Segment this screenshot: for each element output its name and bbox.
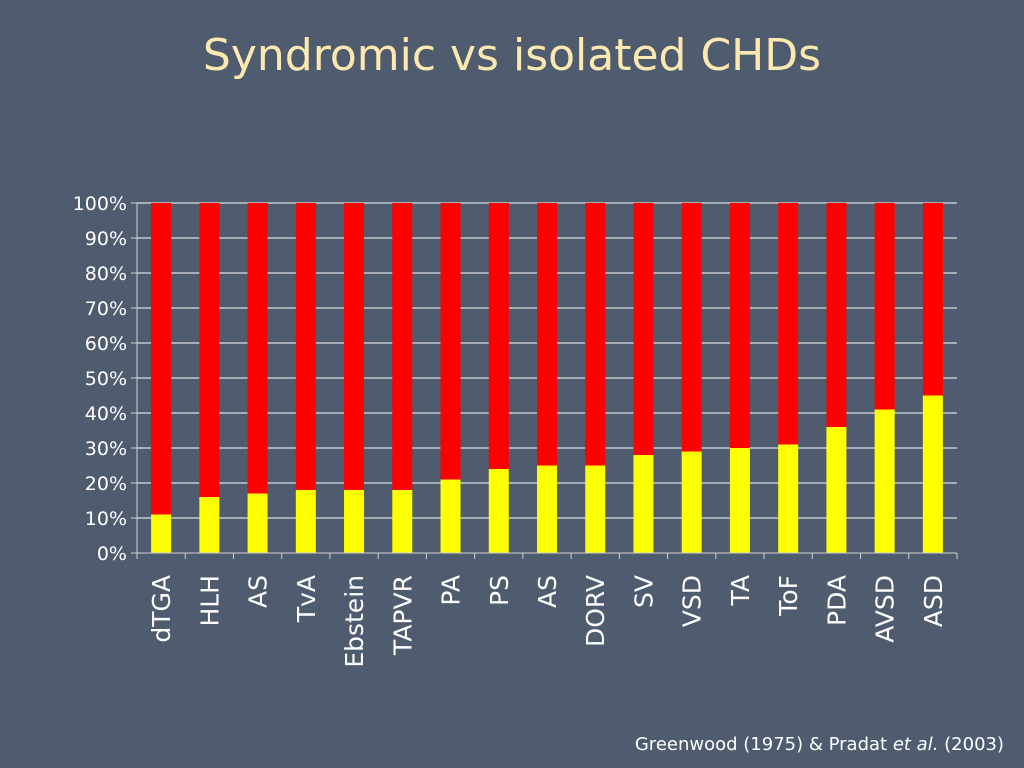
x-category-label: AS	[244, 575, 273, 608]
citation-part2: (2003)	[938, 734, 1004, 755]
y-tick-label: 30%	[85, 438, 127, 460]
bar-segment-upper	[199, 203, 220, 497]
x-category-label: AS	[533, 575, 562, 608]
x-category-label: dTGA	[147, 575, 176, 643]
bar-segment-upper	[392, 203, 413, 490]
bar-segment-upper	[440, 203, 461, 480]
bar-segment-lower	[295, 490, 316, 553]
bar-segment-upper	[874, 203, 895, 410]
bar-segment-upper	[488, 203, 509, 469]
x-category-label: PA	[437, 575, 466, 606]
x-category-label: PDA	[822, 575, 851, 626]
bar-segment-lower	[344, 490, 365, 553]
bar-segment-upper	[295, 203, 316, 490]
bar-segment-lower	[729, 448, 750, 553]
y-tick-label: 50%	[85, 368, 127, 390]
bar-segment-upper	[151, 203, 172, 515]
y-tick-label: 90%	[85, 228, 127, 250]
y-tick-label: 80%	[85, 263, 127, 285]
x-category-label: DORV	[581, 575, 610, 647]
bar-segment-upper	[922, 203, 943, 396]
x-category-label: Ebstein	[340, 575, 369, 668]
y-tick-labels: 0% 10% 20% 30% 40% 50% 60% 70% 80% 90% 100%	[73, 193, 127, 565]
x-category-label: TvA	[292, 575, 321, 623]
x-category-label: ToF	[774, 575, 803, 617]
y-tick-label: 100%	[73, 193, 127, 215]
bar-segment-upper	[681, 203, 702, 452]
bar-segment-lower	[151, 514, 172, 553]
x-category-label: HLH	[195, 575, 224, 627]
bar-segment-upper	[537, 203, 557, 466]
bar-segment-lower	[488, 469, 509, 553]
y-tick-label: 60%	[85, 333, 127, 355]
bar-segment-lower	[922, 395, 943, 553]
bar-segment-upper	[778, 203, 799, 445]
x-category-label: ASD	[919, 575, 948, 627]
citation-part1: Greenwood (1975) & Pradat	[634, 734, 893, 755]
bar-segment-lower	[440, 479, 461, 553]
citation-italic: et al.	[892, 734, 939, 755]
bar-segment-lower	[778, 444, 799, 553]
x-category-label: SV	[629, 575, 658, 608]
slide-title: Syndromic vs isolated CHDs	[202, 30, 822, 81]
y-tick-label: 0%	[97, 543, 127, 565]
bar-segment-lower	[681, 451, 702, 553]
bar-segment-lower	[537, 465, 557, 553]
bar-segment-upper	[826, 203, 847, 427]
bar-segment-lower	[247, 493, 268, 553]
bar-segment-upper	[585, 203, 606, 466]
bar-segment-upper	[344, 203, 365, 490]
y-tick-label: 40%	[85, 403, 127, 425]
bar-segment-lower	[392, 490, 413, 553]
bar-segment-upper	[729, 203, 750, 448]
bar-segment-lower	[585, 465, 606, 553]
axes	[131, 202, 958, 559]
bar-segment-lower	[199, 497, 220, 553]
x-category-label: PS	[485, 575, 514, 606]
y-tick-label: 10%	[85, 508, 127, 530]
x-category-labels: dTGA HLH AS TvA Ebstein TAPVR PA PS AS DORV SV VSD T…	[147, 575, 948, 668]
y-tick-label: 70%	[85, 298, 127, 320]
bar-segment-lower	[874, 409, 895, 553]
citation: Greenwood (1975) & Pradat et al. (2003)	[635, 734, 1004, 755]
bars	[151, 203, 943, 553]
x-category-label: TAPVR	[388, 575, 417, 656]
bar-segment-upper	[247, 203, 268, 494]
x-category-label: AVSD	[871, 575, 900, 643]
x-category-label: TA	[726, 575, 755, 606]
x-category-label: VSD	[678, 575, 707, 627]
bar-segment-upper	[633, 203, 654, 455]
bar-segment-lower	[826, 427, 847, 553]
bar-segment-lower	[633, 455, 654, 553]
y-tick-label: 20%	[85, 473, 127, 495]
